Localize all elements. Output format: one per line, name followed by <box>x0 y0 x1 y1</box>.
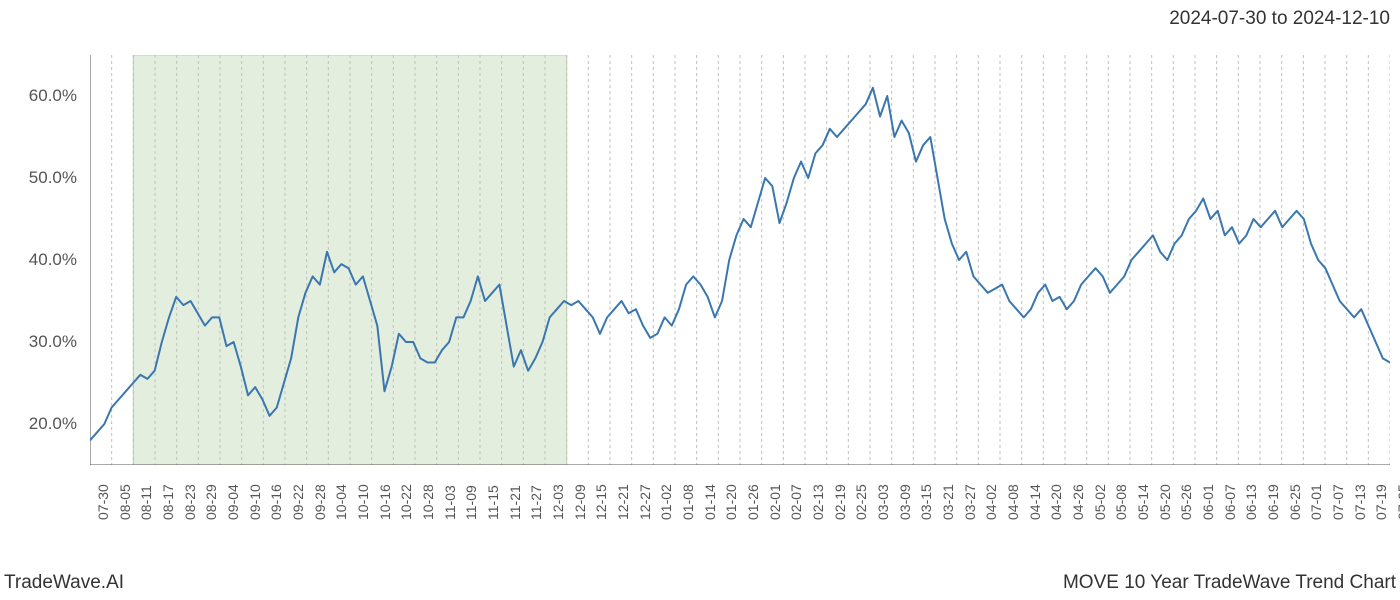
x-tick-label: 03-21 <box>940 484 956 520</box>
x-tick-label: 02-07 <box>788 484 804 520</box>
x-tick-label: 07-19 <box>1373 484 1389 520</box>
x-tick-label: 01-14 <box>702 484 718 520</box>
x-tick-label: 07-07 <box>1330 484 1346 520</box>
x-tick-label: 01-26 <box>745 484 761 520</box>
x-tick-label: 01-02 <box>658 484 674 520</box>
x-tick-label: 03-09 <box>897 484 913 520</box>
y-tick-label: 20.0% <box>0 414 77 434</box>
x-tick-label: 09-10 <box>247 484 263 520</box>
y-tick-label: 50.0% <box>0 168 77 188</box>
x-tick-label: 11-21 <box>507 485 523 520</box>
x-tick-label: 05-08 <box>1113 484 1129 520</box>
x-tick-label: 11-03 <box>442 485 458 520</box>
x-tick-label: 06-19 <box>1265 484 1281 520</box>
date-range-label: 2024-07-30 to 2024-12-10 <box>1169 8 1390 30</box>
x-tick-label: 07-30 <box>95 484 111 520</box>
x-tick-label: 04-08 <box>1005 484 1021 520</box>
x-tick-label: 08-05 <box>117 484 133 520</box>
x-tick-label: 03-27 <box>962 484 978 520</box>
x-tick-label: 05-20 <box>1157 484 1173 520</box>
x-tick-label: 08-29 <box>203 484 219 520</box>
x-tick-label: 10-16 <box>377 484 393 520</box>
x-tick-label: 06-07 <box>1222 484 1238 520</box>
x-tick-label: 09-16 <box>268 484 284 520</box>
x-tick-label: 08-23 <box>182 484 198 520</box>
x-tick-label: 09-22 <box>290 484 306 520</box>
x-tick-label: 05-14 <box>1135 484 1151 520</box>
x-tick-label: 06-13 <box>1243 484 1259 520</box>
y-tick-label: 30.0% <box>0 332 77 352</box>
y-tick-label: 60.0% <box>0 86 77 106</box>
x-tick-label: 04-20 <box>1048 484 1064 520</box>
x-tick-label: 10-10 <box>355 484 371 520</box>
footer-brand: TradeWave.AI <box>4 572 124 594</box>
x-tick-label: 02-01 <box>767 484 783 520</box>
x-tick-label: 11-15 <box>485 485 501 520</box>
y-axis: 20.0% 30.0% 40.0% 50.0% 60.0% <box>0 55 85 465</box>
x-tick-label: 02-19 <box>832 484 848 520</box>
x-tick-label: 11-27 <box>528 485 544 520</box>
x-tick-label: 07-25 <box>1395 484 1400 520</box>
x-tick-label: 12-03 <box>550 484 566 520</box>
x-tick-label: 09-04 <box>225 484 241 520</box>
x-tick-label: 09-28 <box>312 484 328 520</box>
x-tick-label: 01-20 <box>723 484 739 520</box>
x-tick-label: 08-11 <box>138 485 154 520</box>
x-tick-label: 11-09 <box>463 485 479 520</box>
x-tick-label: 10-22 <box>398 484 414 520</box>
x-tick-label: 02-13 <box>810 484 826 520</box>
x-axis: 07-30 08-05 08-11 08-17 08-23 08-29 09-04 09-10… <box>90 470 1390 550</box>
x-tick-label: 02-25 <box>853 484 869 520</box>
x-tick-label: 06-25 <box>1287 484 1303 520</box>
x-tick-label: 04-02 <box>983 484 999 520</box>
x-tick-label: 05-26 <box>1178 484 1194 520</box>
chart-svg <box>90 55 1390 465</box>
x-tick-label: 01-08 <box>680 484 696 520</box>
y-tick-label: 40.0% <box>0 250 77 270</box>
x-tick-label: 04-14 <box>1027 484 1043 520</box>
x-tick-label: 07-13 <box>1352 484 1368 520</box>
x-tick-label: 10-28 <box>420 484 436 520</box>
chart-plot-area <box>90 55 1390 465</box>
chart-container: 2024-07-30 to 2024-12-10 20.0% 30.0% 40.0%… <box>0 0 1400 600</box>
x-tick-label: 12-27 <box>637 484 653 520</box>
x-tick-label: 07-01 <box>1308 484 1324 520</box>
x-tick-label: 08-17 <box>160 484 176 520</box>
footer-title: MOVE 10 Year TradeWave Trend Chart <box>1063 572 1396 594</box>
x-tick-label: 12-15 <box>593 484 609 520</box>
x-tick-label: 04-26 <box>1070 484 1086 520</box>
x-tick-label: 03-15 <box>918 484 934 520</box>
x-tick-label: 12-09 <box>572 484 588 520</box>
x-tick-label: 10-04 <box>333 484 349 520</box>
x-tick-label: 03-03 <box>875 484 891 520</box>
x-tick-label: 05-02 <box>1092 484 1108 520</box>
x-tick-label: 06-01 <box>1200 484 1216 520</box>
x-tick-label: 12-21 <box>615 484 631 520</box>
